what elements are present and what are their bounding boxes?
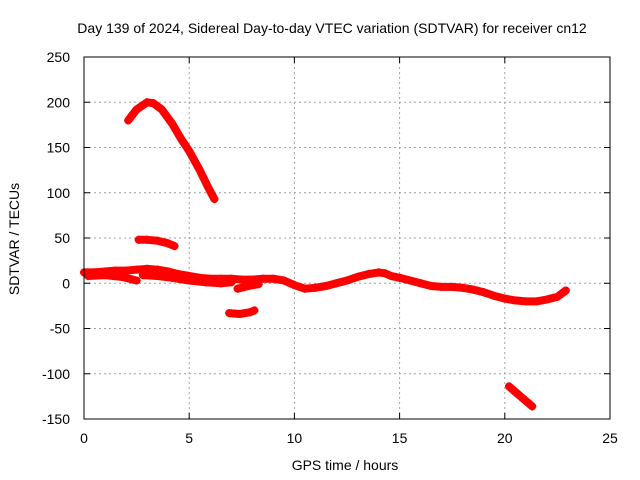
- data-point: [250, 306, 259, 315]
- data-point: [553, 292, 562, 301]
- data-point: [513, 389, 522, 398]
- data-point: [233, 284, 242, 293]
- data-point: [122, 266, 131, 275]
- data-point: [343, 276, 351, 285]
- data-point: [117, 272, 126, 281]
- data-point: [332, 279, 341, 288]
- data-point: [528, 402, 537, 411]
- y-tick-label: -100: [42, 366, 70, 382]
- data-point: [153, 236, 162, 245]
- x-tick-label: 25: [602, 430, 618, 446]
- data-point: [202, 278, 211, 287]
- chart-title: Day 139 of 2024, Sidereal Day-to-day VTE…: [77, 20, 587, 36]
- data-point: [195, 166, 204, 175]
- data-point: [406, 276, 415, 285]
- y-tick-label: 150: [47, 140, 71, 156]
- data-point: [168, 119, 177, 128]
- data-point: [395, 273, 404, 282]
- data-point: [311, 283, 320, 292]
- x-tick-label: 10: [287, 430, 303, 446]
- data-point: [237, 275, 246, 284]
- data-point: [227, 278, 236, 287]
- data-point: [254, 280, 263, 289]
- data-point: [521, 396, 530, 405]
- y-tick-label: -150: [42, 411, 70, 427]
- data-point: [168, 273, 177, 282]
- data-point: [132, 276, 141, 285]
- y-tick-labels: -150 -100 -50 0 50 100 150 200 250: [42, 49, 610, 427]
- y-tick-label: 50: [54, 230, 70, 246]
- data-point: [542, 295, 551, 304]
- y-axis-label: SDTVAR / TECUs: [6, 183, 22, 295]
- data-point: [157, 105, 166, 114]
- data-point: [479, 288, 488, 297]
- data-point: [521, 297, 530, 306]
- data-point: [387, 272, 396, 281]
- data-point: [458, 283, 467, 292]
- series-lower-branch-a: [84, 271, 141, 285]
- grid-lines: [84, 57, 610, 419]
- data-point: [490, 291, 499, 300]
- data-point: [138, 271, 147, 280]
- data-point: [170, 242, 179, 251]
- x-tick-label: 0: [80, 430, 88, 446]
- y-tick-label: 100: [47, 185, 71, 201]
- data-point: [246, 308, 255, 317]
- x-tick-label: 20: [497, 430, 513, 446]
- x-tick-labels: 0 5 10 15 20 25: [80, 57, 618, 446]
- data-point: [84, 272, 93, 281]
- data-point: [321, 281, 330, 290]
- data-point: [225, 309, 234, 318]
- data-point: [210, 195, 219, 204]
- y-tick-label: 0: [62, 275, 70, 291]
- data-point: [511, 296, 520, 305]
- data-point: [143, 235, 152, 244]
- x-axis-label: GPS time / hours: [292, 457, 399, 473]
- data-point: [185, 276, 194, 285]
- data-point: [204, 183, 213, 192]
- data-point: [500, 294, 509, 303]
- data-point: [176, 134, 185, 143]
- data-point: [164, 239, 173, 248]
- data-point: [290, 281, 299, 290]
- data-point: [505, 382, 514, 391]
- data-point: [469, 285, 478, 294]
- y-tick-label: 250: [47, 49, 71, 65]
- data-point: [244, 281, 253, 290]
- data-point: [101, 271, 110, 280]
- data-point: [258, 274, 267, 283]
- data-point: [279, 276, 288, 285]
- data-point: [561, 286, 570, 295]
- series-layer: [80, 98, 570, 411]
- x-tick-label: 15: [392, 430, 408, 446]
- data-point: [124, 116, 133, 125]
- data-point: [380, 269, 389, 278]
- data-point: [153, 272, 162, 281]
- data-point: [185, 147, 194, 156]
- data-point: [132, 105, 141, 114]
- data-point: [216, 279, 225, 288]
- y-tick-label: 200: [47, 94, 71, 110]
- data-point: [134, 235, 143, 244]
- data-point: [448, 282, 457, 291]
- y-tick-label: -50: [50, 321, 70, 337]
- data-point: [532, 297, 541, 306]
- series-segment-minus120: [505, 382, 537, 411]
- data-point: [427, 281, 436, 290]
- data-point: [364, 270, 373, 279]
- data-point: [269, 274, 278, 283]
- data-point: [437, 282, 446, 291]
- series-segment-200: [124, 98, 219, 204]
- data-point: [235, 310, 244, 319]
- data-point: [149, 99, 158, 108]
- data-point: [300, 284, 309, 293]
- data-point: [416, 279, 425, 288]
- x-tick-label: 5: [185, 430, 193, 446]
- data-point: [132, 265, 141, 274]
- data-point: [353, 272, 362, 281]
